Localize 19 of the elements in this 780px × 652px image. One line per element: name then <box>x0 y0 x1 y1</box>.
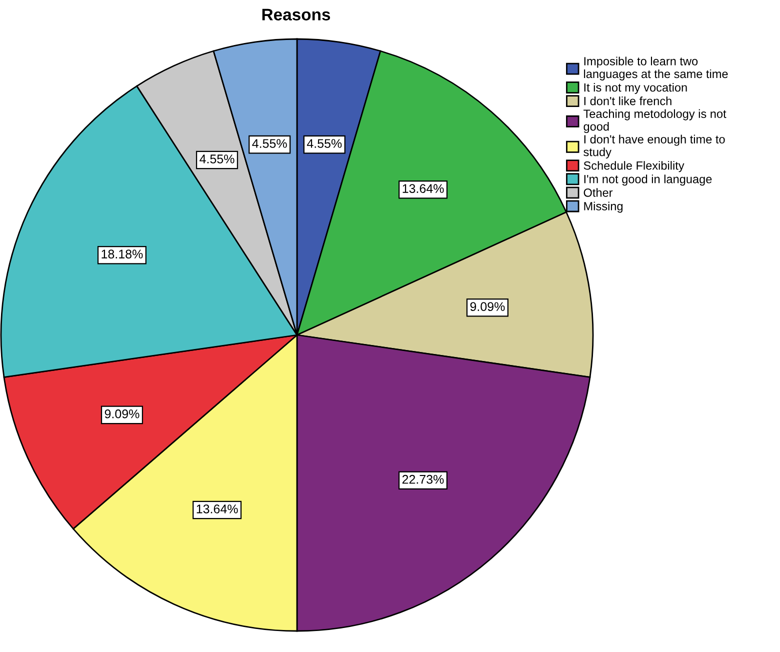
data-label: 4.55% <box>252 139 287 148</box>
legend-label: I'm not good in language <box>584 174 712 186</box>
legend-label: I don't have enough time to study <box>584 134 725 159</box>
data-label: 13.64% <box>402 184 444 193</box>
data-label: 18.18% <box>102 250 143 258</box>
legend-label: I don't like french <box>584 96 672 106</box>
data-label: 4.55% <box>306 139 342 148</box>
data-label: 4.55% <box>200 154 234 164</box>
legend-label: Imposible to learn two languages at the same time <box>584 56 728 80</box>
legend-label: Schedule Flexibility <box>584 161 684 172</box>
legend-label: It is not my vocation <box>584 82 687 94</box>
legend-label: Teaching metodology is not good <box>584 109 726 134</box>
chart-title: Reasons <box>262 8 330 20</box>
data-label: 22.73% <box>402 474 444 484</box>
legend-label: Missing <box>584 202 623 213</box>
data-label: 13.64% <box>196 504 238 514</box>
data-label: 9.09% <box>470 302 505 312</box>
data-label: 9.09% <box>104 409 140 418</box>
legend-label: Other <box>584 188 613 197</box>
